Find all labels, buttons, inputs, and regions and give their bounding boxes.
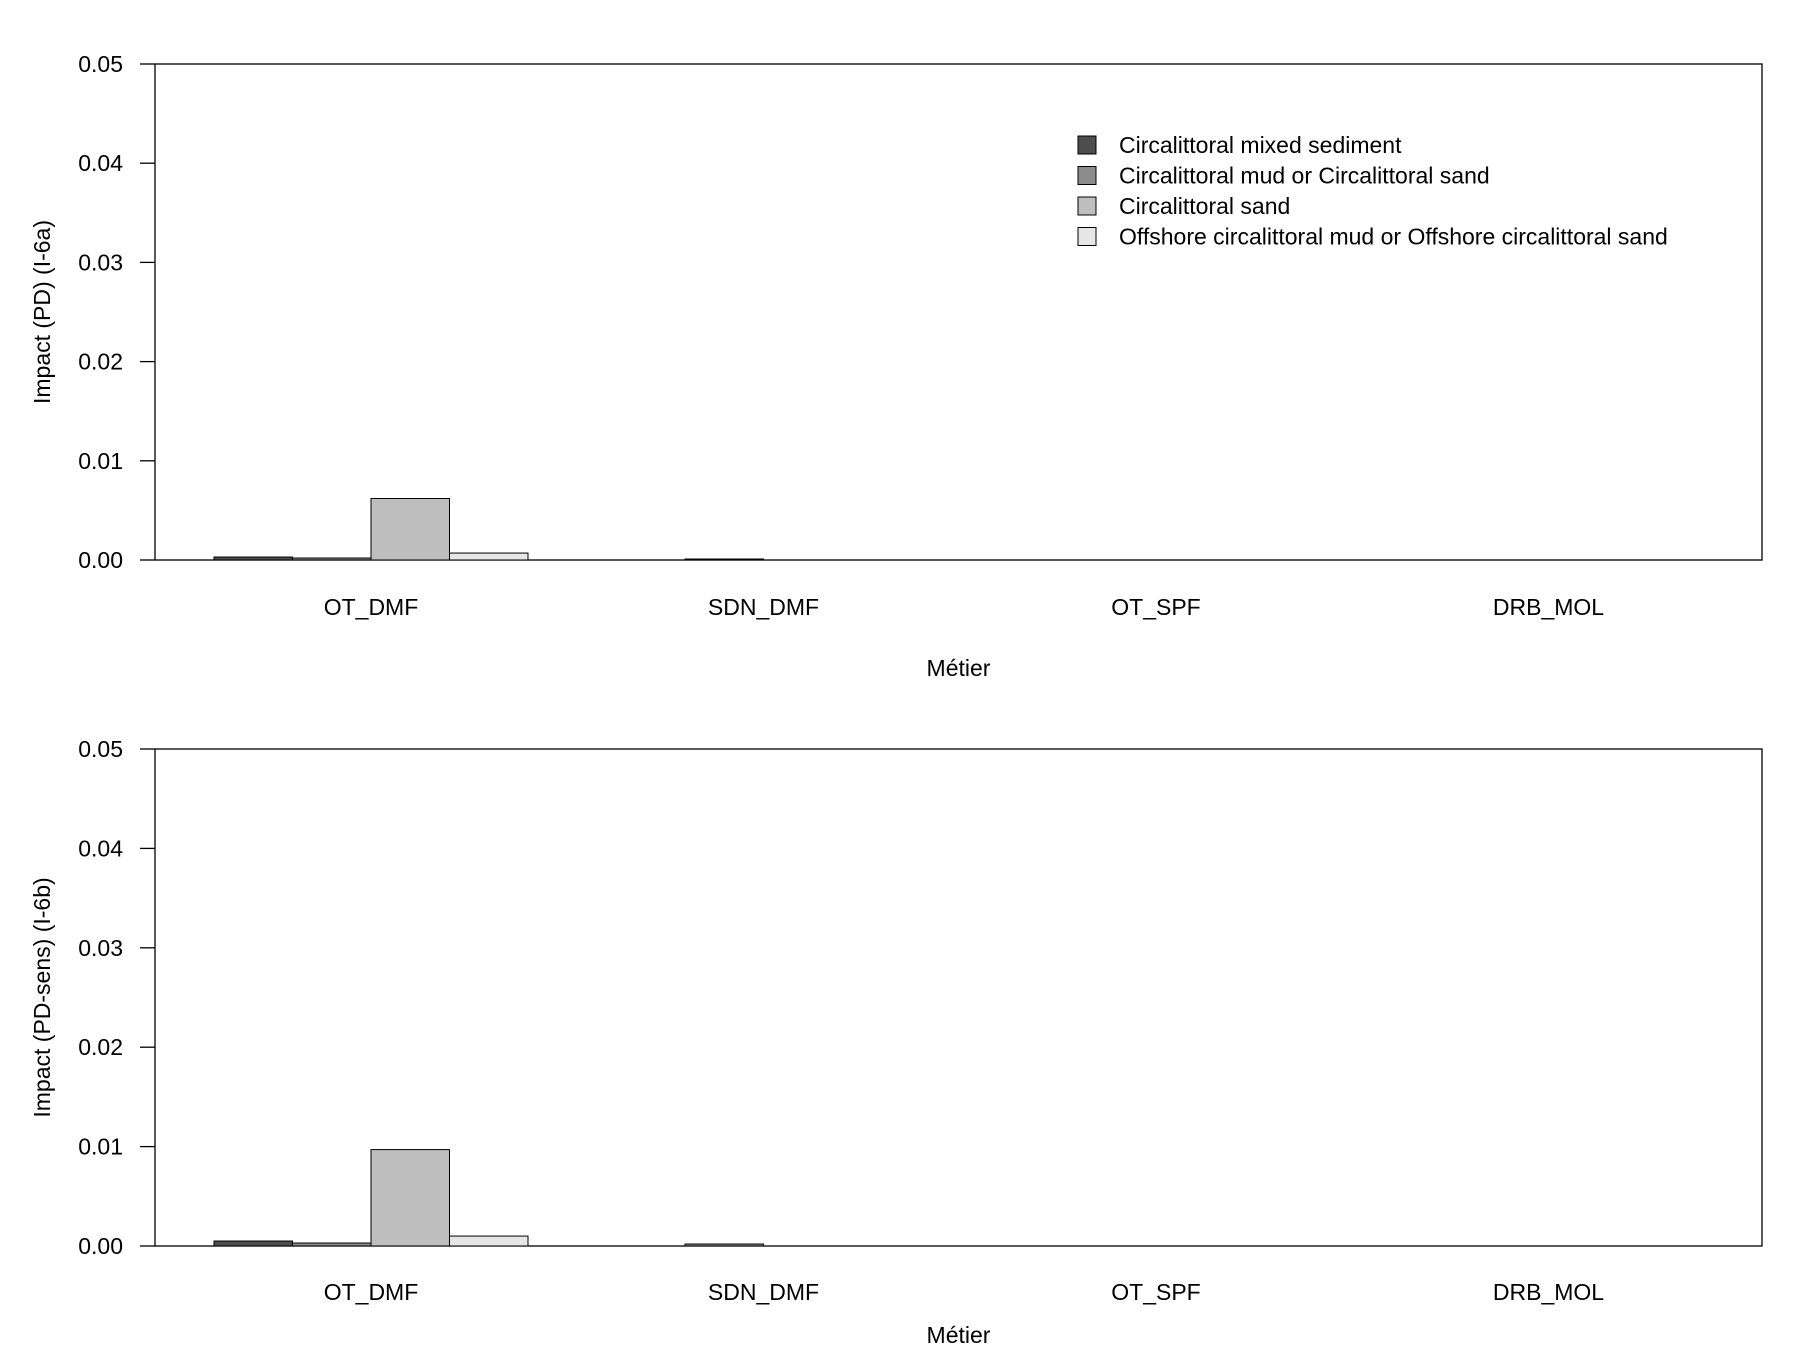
y-tick-label: 0.04 xyxy=(78,150,123,176)
legend: Circalittoral mixed sediment Circalittora… xyxy=(1077,132,1668,250)
y-tick-label: 0.02 xyxy=(78,1034,123,1060)
y-tick-label: 0.03 xyxy=(78,249,123,275)
y-axis-title: Impact (PD) (I-6a) xyxy=(29,220,55,404)
bottom-panel: 0.00 0.01 0.02 0.03 0.04 0.05 Impact (PD-sens)… xyxy=(29,736,1763,1348)
x-axis-title: Métier xyxy=(927,655,991,681)
bar xyxy=(449,552,529,561)
y-tick-label: 0.03 xyxy=(78,935,123,961)
bar xyxy=(292,1242,372,1247)
bar xyxy=(684,1243,764,1247)
bar xyxy=(684,558,764,561)
y-tick-label: 0.02 xyxy=(78,349,123,375)
y-axis-title: Impact (PD-sens) (I-6b) xyxy=(29,877,55,1117)
legend-swatch xyxy=(1077,166,1097,185)
bar xyxy=(213,1240,293,1247)
y-tick-label: 0.04 xyxy=(78,835,123,861)
x-category-label: OT_DMF xyxy=(324,594,419,620)
x-category-label: SDN_DMF xyxy=(708,594,819,620)
y-tick-label: 0.00 xyxy=(78,1233,123,1259)
bar xyxy=(370,1149,450,1247)
bar xyxy=(370,497,450,561)
legend-entry-label: Circalittoral mud or Circalittoral sand xyxy=(1119,163,1490,189)
y-tick-label: 0.05 xyxy=(78,51,123,77)
top-panel: 0.00 0.01 0.02 0.03 0.04 0.05 Impact (PD) (I-6… xyxy=(29,51,1763,681)
x-category-label: SDN_DMF xyxy=(708,1279,819,1305)
y-tick-label: 0.01 xyxy=(78,1134,123,1160)
legend-entry-label: Offshore circalittoral mud or Offshore c… xyxy=(1119,224,1668,250)
bar xyxy=(213,556,293,561)
plot-frame xyxy=(154,63,1763,561)
legend-swatch xyxy=(1077,135,1097,155)
plot-frame xyxy=(154,748,1763,1247)
bar xyxy=(292,557,372,561)
legend-swatch xyxy=(1077,227,1097,246)
x-category-label: OT_SPF xyxy=(1111,1279,1200,1305)
x-category-label: OT_DMF xyxy=(324,1279,419,1305)
y-tick-label: 0.05 xyxy=(78,736,123,762)
x-category-label: OT_SPF xyxy=(1111,594,1200,620)
x-category-label: DRB_MOL xyxy=(1493,1279,1604,1305)
legend-entry-label: Circalittoral sand xyxy=(1119,193,1290,219)
y-tick-label: 0.00 xyxy=(78,547,123,573)
legend-swatch xyxy=(1077,196,1097,216)
x-axis-title: Métier xyxy=(927,1322,991,1348)
x-category-label: DRB_MOL xyxy=(1493,594,1604,620)
bar xyxy=(449,1235,529,1247)
y-tick-label: 0.01 xyxy=(78,448,123,474)
legend-entry-label: Circalittoral mixed sediment xyxy=(1119,132,1402,158)
